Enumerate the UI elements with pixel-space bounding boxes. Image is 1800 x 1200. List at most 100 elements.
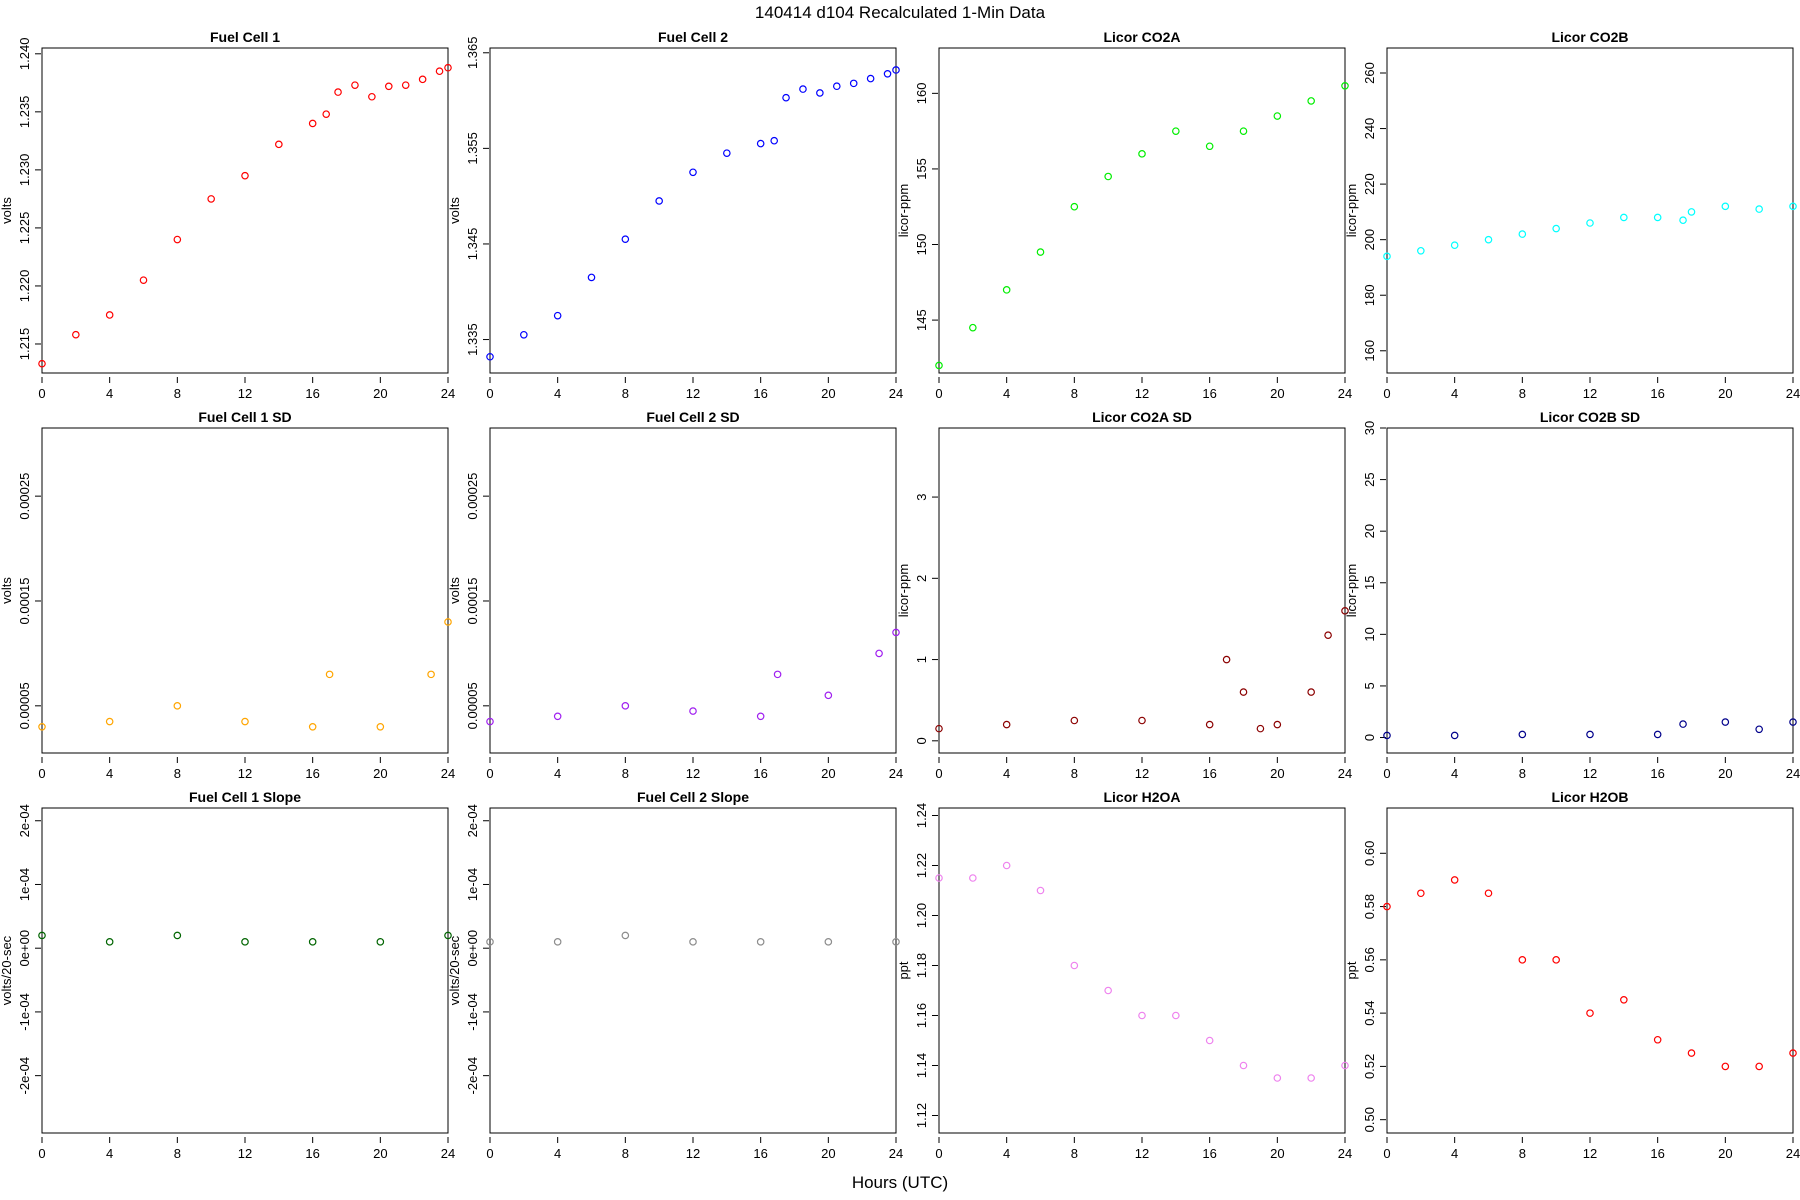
x-tick-label: 12 <box>1135 1146 1149 1161</box>
x-tick-label: 20 <box>1718 766 1732 781</box>
chart-panel: Licor H2OA 0 4 8 12 16 20 24 1.12 1.14 1.16 1.18 1.2… <box>896 789 1352 1161</box>
x-tick-label: 20 <box>1270 766 1284 781</box>
y-tick-label: 1e-04 <box>17 868 32 901</box>
y-tick-label: 150 <box>914 234 929 256</box>
x-tick-label: 16 <box>305 1146 319 1161</box>
data-point <box>1586 219 1594 227</box>
data-point <box>435 67 444 76</box>
x-tick-label: 24 <box>441 766 455 781</box>
data-point <box>1104 172 1112 181</box>
y-axis-label: licor-ppm <box>1344 564 1359 617</box>
data-point <box>1789 1049 1797 1057</box>
x-tick-label: 20 <box>373 1146 387 1161</box>
data-point <box>1518 730 1527 739</box>
chart-panel: Fuel Cell 1 0 4 8 12 16 20 24 1.215 1.220 1.225 1.2… <box>0 29 455 401</box>
y-tick-label: 0.00015 <box>17 577 32 624</box>
y-tick-label: 0.00025 <box>465 473 480 520</box>
data-point <box>1104 986 1112 995</box>
x-tick-label: 4 <box>1003 386 1010 401</box>
x-tick-label: 8 <box>1071 386 1078 401</box>
plot-frame <box>489 47 897 374</box>
data-point <box>308 938 317 946</box>
x-tick-label: 16 <box>1202 386 1216 401</box>
panel-title: Fuel Cell 1 Slope <box>189 789 301 805</box>
data-point <box>1383 731 1391 740</box>
y-axis-label: licor-ppm <box>1344 184 1359 237</box>
x-tick-label: 20 <box>821 1146 835 1161</box>
y-tick-label: 0.00015 <box>465 577 480 624</box>
x-tick-label: 16 <box>1202 1146 1216 1161</box>
y-axis-label: volts/20-sec <box>0 935 14 1005</box>
x-tick-label: 0 <box>1383 1146 1390 1161</box>
x-tick-label: 12 <box>1135 766 1149 781</box>
data-point <box>1070 202 1079 211</box>
x-tick-label: 8 <box>622 386 629 401</box>
x-tick-label: 8 <box>174 386 181 401</box>
data-point <box>892 938 900 946</box>
panels-group: Fuel Cell 10 4 8 12 16 20 241.2151.2201.2251.2… <box>0 29 1800 1161</box>
x-tick-label: 12 <box>686 766 700 781</box>
y-tick-label: 2e-04 <box>17 804 32 837</box>
plot-frame <box>938 47 1346 374</box>
data-point <box>1450 241 1459 250</box>
x-tick-label: 12 <box>1583 386 1597 401</box>
data-point <box>553 938 562 946</box>
x-tick-label: 24 <box>1786 1146 1800 1161</box>
y-axis-label: volts <box>447 577 462 604</box>
x-axis-label: Hours (UTC) <box>852 1173 948 1192</box>
y-tick-label: 1.355 <box>465 132 480 165</box>
panel-title: Fuel Cell 1 <box>210 29 280 45</box>
data-point <box>1138 716 1146 725</box>
data-point <box>72 330 80 339</box>
x-tick-label: 20 <box>373 766 387 781</box>
x-tick-label: 4 <box>1451 386 1458 401</box>
y-tick-label: 260 <box>1362 62 1377 84</box>
x-tick-label: 16 <box>753 386 767 401</box>
x-tick-label: 8 <box>1519 1146 1526 1161</box>
x-tick-label: 24 <box>1786 386 1800 401</box>
y-tick-label: 10 <box>1362 627 1377 641</box>
x-tick-label: 8 <box>1519 386 1526 401</box>
y-tick-label: 1.335 <box>465 323 480 356</box>
x-tick-label: 12 <box>686 1146 700 1161</box>
y-tick-label: 1.215 <box>17 328 32 361</box>
y-tick-label: 1 <box>914 656 929 663</box>
data-point <box>308 119 317 128</box>
y-tick-label: 1.14 <box>914 1053 929 1078</box>
data-point <box>1687 1049 1696 1057</box>
data-point <box>1273 1074 1282 1082</box>
data-point <box>553 712 562 721</box>
y-tick-label: 0.50 <box>1362 1107 1377 1132</box>
y-tick-label: 160 <box>1362 340 1377 362</box>
y-tick-label: 0.60 <box>1362 841 1377 866</box>
data-point <box>38 931 46 940</box>
y-tick-label: 1.24 <box>914 803 929 828</box>
x-tick-label: 0 <box>935 766 942 781</box>
data-point <box>1307 688 1315 696</box>
y-axis-label: ppt <box>896 961 911 979</box>
data-point <box>38 359 46 368</box>
data-point <box>723 149 731 157</box>
data-point <box>376 722 385 731</box>
data-point <box>376 938 385 946</box>
data-point <box>1484 235 1493 244</box>
x-tick-label: 8 <box>622 766 629 781</box>
x-tick-label: 16 <box>753 766 767 781</box>
x-tick-label: 4 <box>106 766 113 781</box>
data-point <box>1070 716 1079 725</box>
data-point <box>275 140 283 149</box>
panel-title: Licor CO2B SD <box>1540 409 1640 425</box>
data-point <box>1620 213 1628 222</box>
x-tick-label: 20 <box>1718 1146 1732 1161</box>
data-point <box>105 938 114 946</box>
y-tick-label: 0.00005 <box>465 682 480 729</box>
data-point <box>689 938 697 946</box>
chart-panel: Fuel Cell 2 SD 0 4 8 12 16 20 24 0.00005 0.00015 0… <box>447 409 903 781</box>
y-axis-label: licor-ppm <box>896 184 911 237</box>
data-point <box>1273 112 1282 120</box>
x-tick-label: 16 <box>1650 766 1664 781</box>
data-point <box>325 670 334 679</box>
y-tick-label: 0 <box>914 737 929 744</box>
data-point <box>1653 730 1662 739</box>
